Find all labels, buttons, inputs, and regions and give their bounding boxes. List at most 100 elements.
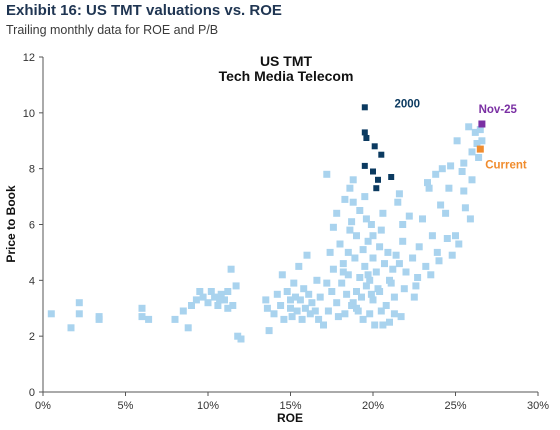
data-points (47, 104, 486, 343)
point-history (305, 290, 313, 298)
point-history (328, 288, 336, 295)
point-history (359, 315, 367, 323)
point-history (296, 296, 304, 304)
point-history (349, 176, 357, 184)
exhibit-title: Exhibit 16: US TMT valuations vs. ROE (6, 2, 282, 19)
point-history (437, 201, 445, 209)
point-history (461, 204, 469, 212)
y-tick-label: 10 (23, 108, 35, 120)
annotation-nov25: Nov-25 (479, 104, 518, 116)
point-history (324, 307, 332, 315)
x-tick-label: 10% (197, 400, 219, 412)
point-history (341, 195, 349, 203)
point-history (405, 212, 413, 220)
y-tick-label: 6 (29, 220, 35, 232)
point-history (369, 296, 377, 304)
x-tick-label: 5% (118, 400, 134, 412)
point-history (364, 271, 372, 279)
point-history (390, 310, 398, 318)
point-history (300, 285, 308, 293)
point-history (394, 198, 402, 206)
point-history (468, 148, 476, 156)
point-history (138, 313, 146, 321)
point-history (389, 265, 397, 273)
point-history (204, 299, 212, 307)
point-history (376, 288, 384, 295)
point-history (458, 168, 466, 175)
point-history (339, 260, 347, 268)
point-history (427, 271, 435, 279)
point-history (419, 215, 426, 223)
point-history (442, 209, 450, 217)
point-history (192, 296, 200, 304)
x-axis-label: ROE (277, 411, 303, 425)
y-tick-label: 0 (29, 387, 35, 399)
point-history (432, 170, 440, 178)
point-history (428, 232, 436, 240)
point-history (415, 243, 423, 251)
point-history (47, 310, 55, 318)
point-history (435, 257, 443, 265)
point-year2000 (363, 135, 370, 141)
point-history (207, 288, 215, 295)
point-history (356, 207, 364, 214)
point-history (371, 321, 379, 329)
point-history (362, 282, 370, 290)
point-history (399, 237, 407, 245)
point-history (301, 304, 309, 312)
point-history (329, 265, 337, 273)
point-history (311, 307, 319, 315)
point-history (445, 184, 453, 192)
point-history (179, 307, 187, 315)
y-tick-label: 4 (29, 275, 35, 287)
point-history (478, 137, 486, 145)
point-history (384, 248, 392, 256)
point-history (344, 271, 352, 279)
point-history (323, 170, 331, 178)
point-history (453, 137, 461, 145)
point-history (376, 243, 384, 251)
point-history (333, 299, 341, 307)
point-history (216, 296, 224, 304)
point-history (303, 251, 311, 259)
point-history (224, 304, 232, 312)
point-history (67, 324, 75, 332)
point-history (349, 299, 357, 307)
point-history (283, 288, 291, 295)
point-history (346, 226, 354, 234)
point-year2000 (378, 151, 385, 158)
point-history (265, 327, 273, 335)
point-history (95, 315, 103, 323)
point-history (196, 288, 204, 295)
point-history (273, 290, 281, 298)
point-year2000 (361, 104, 368, 111)
point-history (315, 315, 323, 323)
point-history (382, 302, 390, 309)
tick-labels: 0% 5% 10% 15% 20% 25% 30% 0 2 4 6 8 10 12 (23, 52, 549, 412)
point-history (466, 215, 474, 223)
point-history (353, 304, 360, 312)
point-history (412, 282, 420, 290)
point-history (452, 232, 459, 240)
x-tick-label: 20% (362, 400, 384, 412)
point-history (295, 262, 303, 270)
x-tick-label: 0% (35, 400, 51, 412)
point-history (280, 315, 288, 323)
point-history (224, 288, 232, 295)
point-history (348, 218, 356, 226)
point-history (372, 268, 380, 276)
annotations: 2000 Nov-25 Current (394, 98, 526, 171)
point-year2000 (371, 143, 378, 150)
point-year2000 (373, 185, 380, 192)
point-history (359, 246, 367, 254)
point-history (262, 296, 270, 304)
point-history (402, 268, 410, 276)
point-history (313, 276, 321, 284)
point-year2000 (361, 162, 368, 169)
point-year2000 (361, 129, 368, 136)
exhibit-subtitle: Trailing monthly data for ROE and P/B (6, 23, 219, 37)
point-history (400, 285, 408, 293)
point-history (287, 296, 294, 304)
point-history (361, 193, 369, 201)
